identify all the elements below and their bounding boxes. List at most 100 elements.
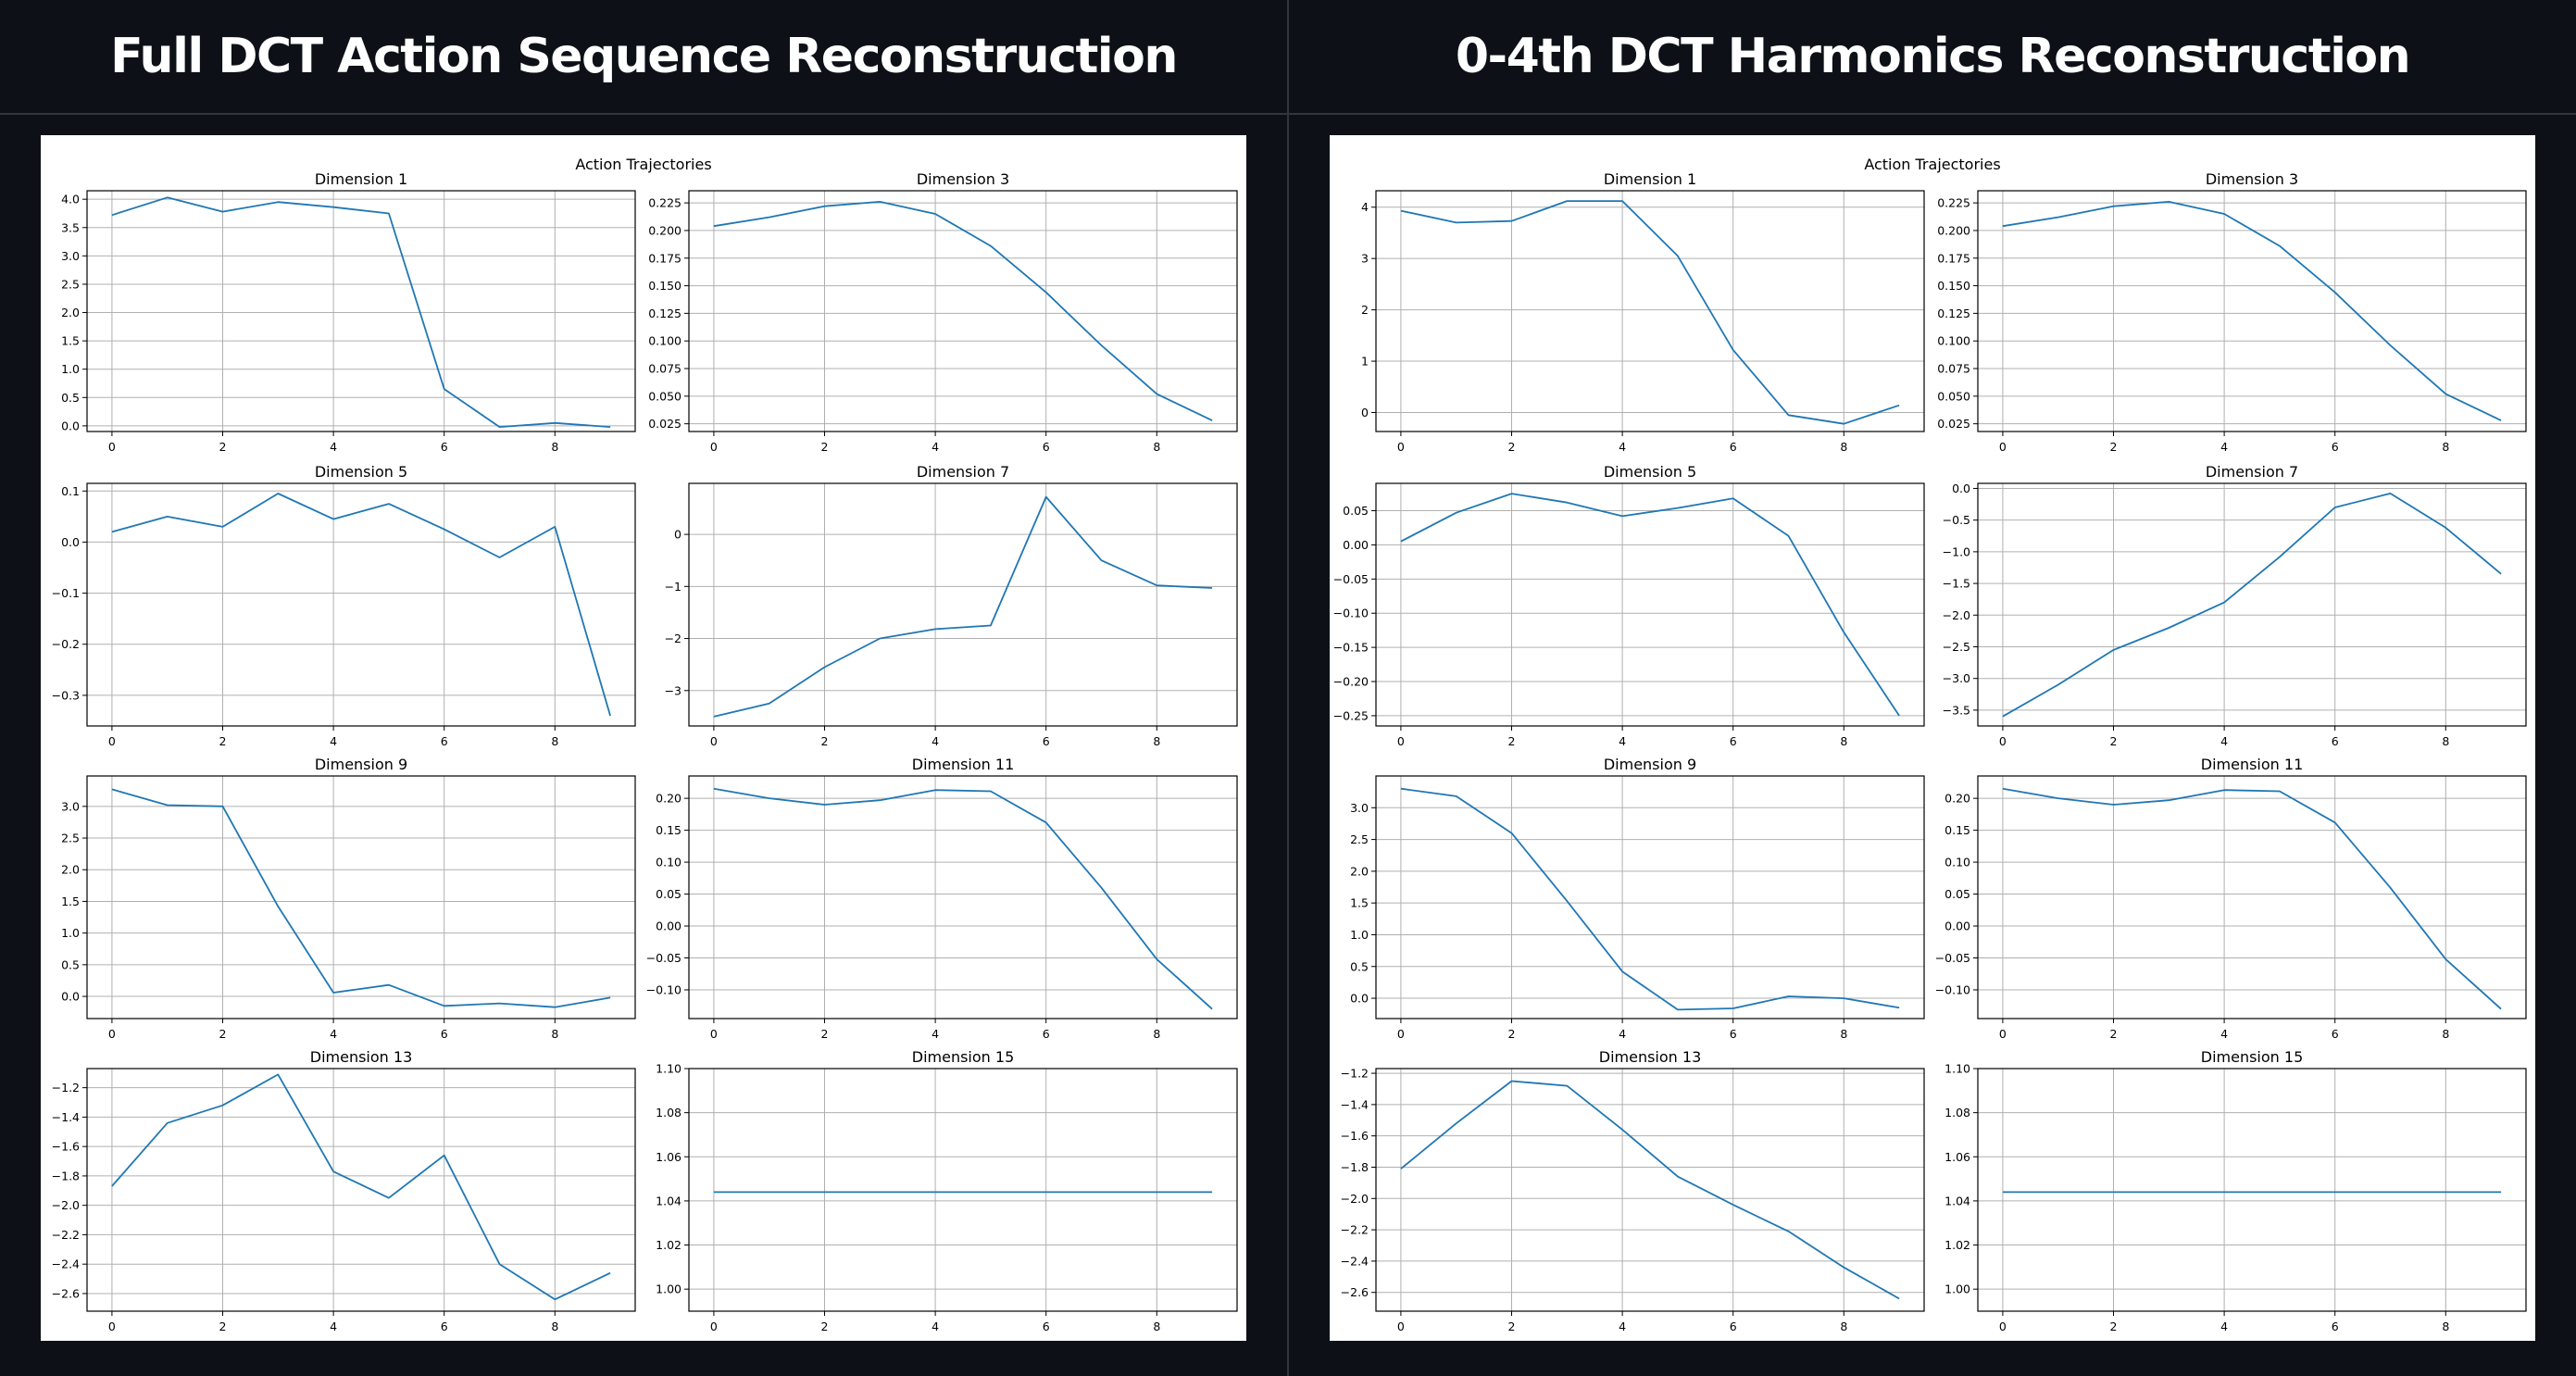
x-tick-label: 0 <box>1999 734 2007 748</box>
x-tick-label: 2 <box>821 440 829 454</box>
y-tick-label: 1.00 <box>656 1282 682 1296</box>
x-tick-label: 8 <box>551 1320 558 1333</box>
x-tick-label: 6 <box>1043 1320 1050 1333</box>
y-tick-label: 3.5 <box>61 220 80 234</box>
y-tick-label: −2.0 <box>52 1198 80 1212</box>
y-tick-label: −1.4 <box>52 1110 80 1124</box>
x-tick-label: 2 <box>219 440 227 454</box>
y-tick-label: 3.0 <box>61 799 80 813</box>
vertical-divider <box>1287 0 1289 1376</box>
x-tick-label: 6 <box>441 1320 448 1333</box>
left-subplot-4: Dimension 7 −3 −2 −1 0 0 2 4 6 8 <box>665 463 1238 748</box>
x-tick-label: 2 <box>1508 1027 1516 1041</box>
x-tick-label: 2 <box>2110 1027 2118 1041</box>
axes-frame <box>86 1068 636 1312</box>
left-suptitle: Action Trajectories <box>575 156 711 173</box>
left-subplot-6: Dimension 11 −0.10 −0.05 0.00 0.05 0.10 0.15 0.… <box>646 756 1238 1041</box>
series-line <box>713 495 1213 718</box>
right-subplot-3: Dimension 5 −0.25 −0.20 −0.15 −0.10 −0.05 0.00… <box>1333 463 1925 748</box>
x-tick-label: 4 <box>330 440 337 454</box>
x-tick-label: 6 <box>441 440 448 454</box>
x-tick-label: 4 <box>1619 1320 1626 1333</box>
y-tick-label: 0.10 <box>1945 856 1970 869</box>
x-tick-label: 6 <box>1043 734 1050 748</box>
axes-frame <box>1977 482 2527 727</box>
y-tick-label: −0.25 <box>1333 708 1369 722</box>
x-tick-label: 2 <box>821 1320 829 1333</box>
x-tick-label: 6 <box>441 1027 448 1041</box>
y-tick-label: −2.2 <box>52 1228 80 1242</box>
y-tick-label: −1 <box>665 580 682 594</box>
y-tick-label: −1.2 <box>52 1081 80 1095</box>
y-tick-label: 1.04 <box>1945 1194 1970 1207</box>
y-tick-label: 0.10 <box>656 856 682 869</box>
left-subplot-5: Dimension 9 0.0 0.5 1.0 1.5 2.0 2.5 3.0 0 2 4 6 8 <box>61 756 636 1041</box>
y-tick-label: 0 <box>674 528 682 542</box>
y-tick-label: 0.025 <box>1937 417 1970 431</box>
x-tick-label: 2 <box>1508 440 1516 454</box>
series-line <box>111 788 611 1008</box>
y-tick-label: 3.0 <box>1350 801 1369 815</box>
series-line <box>111 493 611 717</box>
x-tick-label: 2 <box>2110 440 2118 454</box>
x-tick-label: 8 <box>1840 1027 1847 1041</box>
x-tick-label: 0 <box>710 440 718 454</box>
x-tick-label: 0 <box>710 1320 718 1333</box>
y-tick-label: −0.5 <box>1943 513 1970 527</box>
x-tick-label: 8 <box>551 1027 558 1041</box>
subplot-title: Dimension 13 <box>310 1048 413 1066</box>
x-tick-label: 8 <box>1153 1320 1160 1333</box>
y-tick-label: 4.0 <box>61 193 80 206</box>
axes-frame <box>1977 775 2527 1019</box>
y-tick-label: 1.06 <box>1945 1150 1970 1164</box>
x-tick-label: 4 <box>330 1027 337 1041</box>
y-tick-label: 1.5 <box>61 894 80 908</box>
x-tick-label: 0 <box>1397 1027 1405 1041</box>
y-tick-label: −1.0 <box>1943 544 1970 558</box>
series-line <box>111 1073 611 1301</box>
right-panel-title: 0-4th DCT Harmonics Reconstruction <box>1455 29 2411 84</box>
y-tick-label: 0.05 <box>1945 887 1970 901</box>
subplot-title: Dimension 9 <box>1604 756 1696 773</box>
subplot-title: Dimension 11 <box>912 756 1015 773</box>
x-tick-label: 6 <box>2332 734 2339 748</box>
y-tick-label: 0.00 <box>1343 538 1369 552</box>
axes-frame <box>688 482 1238 727</box>
y-tick-label: −1.6 <box>1341 1129 1369 1143</box>
y-tick-label: −0.3 <box>52 688 80 702</box>
y-tick-label: −2.4 <box>52 1257 80 1271</box>
y-tick-label: 0.175 <box>648 251 682 265</box>
y-tick-label: 0.075 <box>1937 362 1970 376</box>
y-tick-label: −0.05 <box>1935 951 1970 965</box>
y-tick-label: 0.0 <box>61 419 80 432</box>
left-figure: Action Trajectories Dimension 1 0.0 0.5 1.0 1… <box>41 135 1246 1341</box>
y-tick-label: 2 <box>1361 303 1369 317</box>
y-tick-label: −0.05 <box>646 951 682 965</box>
y-tick-label: 0.05 <box>656 887 682 901</box>
y-tick-label: 1.02 <box>1945 1238 1970 1252</box>
subplot-title: Dimension 1 <box>315 170 407 188</box>
axes-frame <box>1375 482 1925 727</box>
x-tick-label: 6 <box>2332 440 2339 454</box>
subplot-title: Dimension 15 <box>912 1048 1015 1066</box>
series-line <box>1400 1080 1900 1300</box>
x-tick-label: 8 <box>1153 1027 1160 1041</box>
y-tick-label: −0.2 <box>52 637 80 651</box>
y-tick-label: 0.100 <box>648 334 682 348</box>
y-tick-label: 1.10 <box>656 1062 682 1076</box>
subplot-title: Dimension 3 <box>917 170 1009 188</box>
y-tick-label: 0.225 <box>648 196 682 210</box>
subplot-title: Dimension 7 <box>2206 463 2298 481</box>
y-tick-label: 0.0 <box>61 535 80 549</box>
subplot-title: Dimension 5 <box>1604 463 1696 481</box>
x-tick-label: 2 <box>219 1027 227 1041</box>
y-tick-label: 0.175 <box>1937 251 1970 265</box>
y-tick-label: 0.00 <box>656 919 682 933</box>
y-tick-label: 2.5 <box>1350 832 1369 846</box>
y-tick-label: 1.5 <box>61 334 80 348</box>
y-tick-label: 0.075 <box>648 362 682 376</box>
y-tick-label: 0.150 <box>1937 279 1970 293</box>
y-tick-label: 0.15 <box>656 823 682 837</box>
x-tick-label: 4 <box>2220 1027 2228 1041</box>
x-tick-label: 6 <box>1730 1027 1737 1041</box>
